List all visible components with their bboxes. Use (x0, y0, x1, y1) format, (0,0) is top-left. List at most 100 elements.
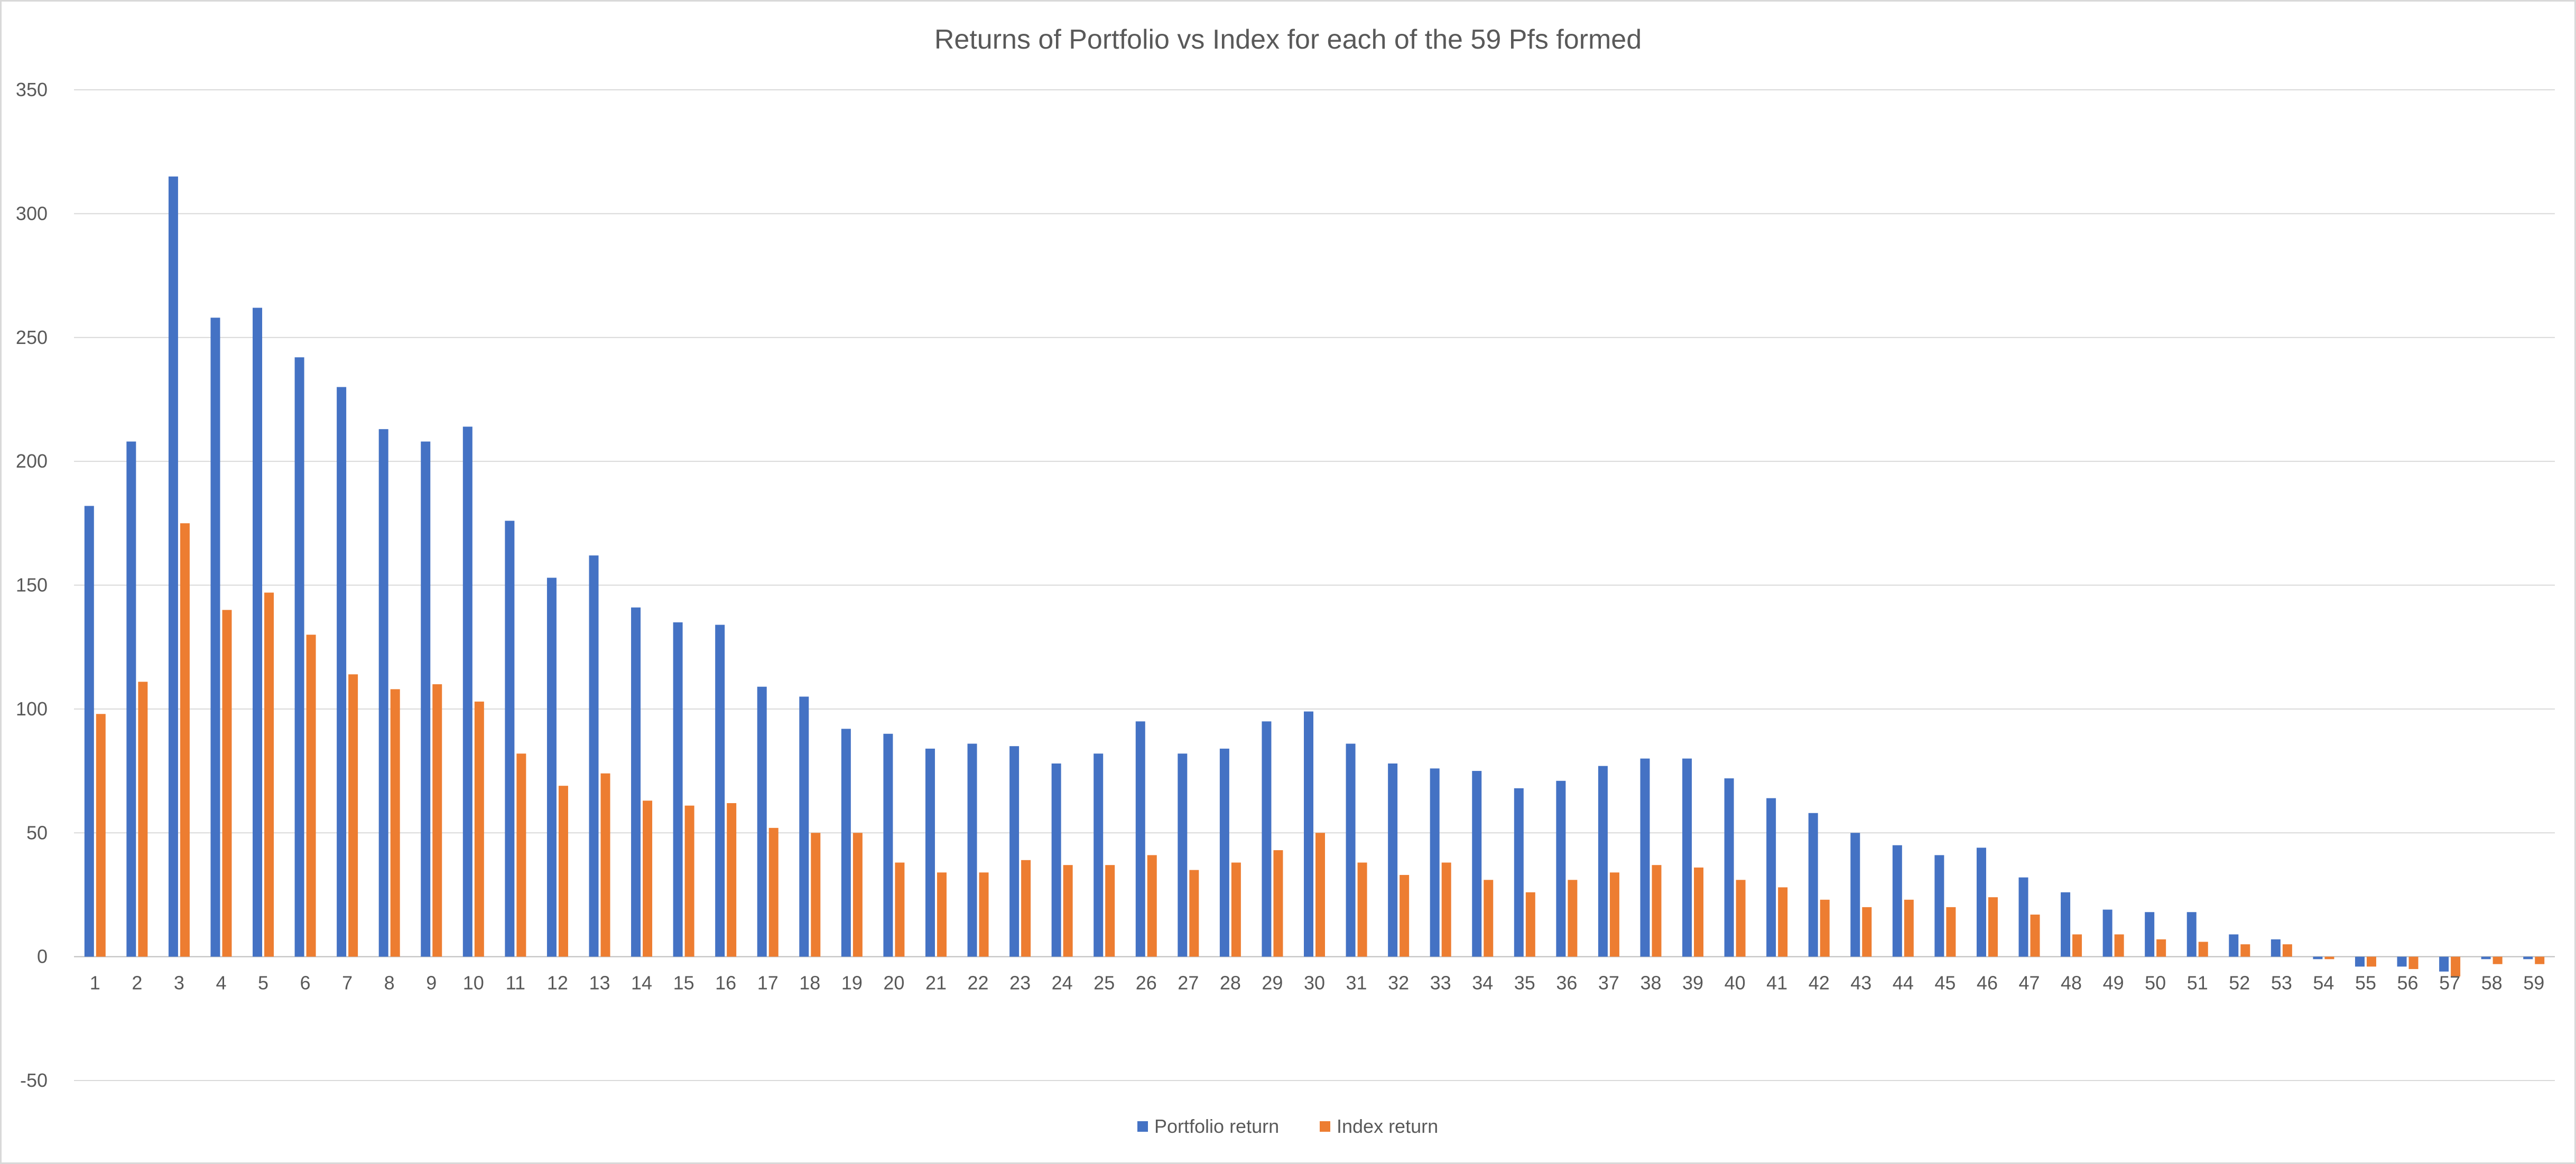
index-return-bar (1525, 892, 1535, 957)
index-return-bar (264, 592, 274, 957)
x-tick-label: 10 (463, 972, 484, 994)
x-tick-label: 45 (1934, 972, 1956, 994)
portfolio-return-bar (337, 387, 347, 957)
x-tick-label: 11 (506, 972, 525, 994)
x-tick-label: 43 (1850, 972, 1871, 994)
legend-label: Index return (1337, 1115, 1438, 1137)
x-tick-label: 8 (384, 972, 395, 994)
x-tick-label: 3 (174, 972, 184, 994)
x-tick-label: 12 (547, 972, 568, 994)
index-return-bar (2282, 944, 2292, 957)
portfolio-return-bar (1009, 746, 1020, 957)
x-tick-label: 7 (342, 972, 353, 994)
portfolio-return-bar (294, 357, 304, 957)
x-tick-label: 17 (757, 972, 779, 994)
portfolio-return-bar (2355, 956, 2365, 967)
x-tick-label: 2 (132, 972, 142, 994)
index-return-bar (2030, 914, 2040, 957)
portfolio-return-bar (2397, 956, 2407, 967)
index-return-bar (1315, 833, 1325, 957)
x-tick-label: 25 (1094, 972, 1115, 994)
index-return-bar (474, 701, 484, 957)
index-return-bar (768, 827, 779, 957)
portfolio-return-bar (757, 686, 767, 957)
index-return-bar (895, 862, 905, 957)
index-return-bar (1441, 862, 1451, 957)
portfolio-return-bar (421, 441, 431, 957)
portfolio-return-bar (1598, 766, 1608, 957)
y-tick-label: 150 (16, 574, 48, 596)
portfolio-return-bar (2018, 877, 2028, 957)
x-tick-label: 5 (258, 972, 268, 994)
portfolio-return-bar (1219, 748, 1229, 957)
index-return-bar (1609, 872, 1619, 957)
index-return-bar (1904, 899, 1914, 957)
x-tick-label: 32 (1388, 972, 1409, 994)
index-return-bar (1820, 899, 1830, 957)
portfolio-return-bar (1430, 768, 1440, 957)
legend-swatch (1137, 1121, 1148, 1132)
chart-title: Returns of Portfolio vs Index for each o… (934, 24, 1642, 55)
index-return-bar (1105, 865, 1115, 957)
index-return-bar (1736, 880, 1746, 957)
x-tick-label: 57 (2439, 972, 2460, 994)
index-return-bar (2408, 956, 2419, 970)
x-tick-label: 49 (2103, 972, 2124, 994)
index-return-bar (1273, 850, 1283, 957)
x-tick-label: 30 (1304, 972, 1325, 994)
x-tick-label: 42 (1809, 972, 1830, 994)
index-return-bar (684, 805, 694, 957)
portfolio-return-bar (1094, 753, 1104, 957)
portfolio-return-bar (546, 578, 557, 957)
x-tick-label: 56 (2397, 972, 2419, 994)
index-return-bar (2240, 944, 2250, 957)
legend-label: Portfolio return (1154, 1115, 1279, 1137)
x-tick-label: 33 (1430, 972, 1451, 994)
x-tick-label: 16 (715, 972, 736, 994)
y-tick-label: -50 (20, 1069, 48, 1091)
x-tick-label: 1 (90, 972, 100, 994)
x-tick-label: 21 (925, 972, 947, 994)
x-tick-label: 48 (2061, 972, 2082, 994)
portfolio-return-bar (715, 625, 725, 957)
portfolio-return-bar (2186, 912, 2197, 957)
x-tick-label: 24 (1052, 972, 1073, 994)
index-return-bar (1231, 862, 1241, 957)
x-tick-label: 15 (673, 972, 694, 994)
portfolio-return-bar (2271, 939, 2281, 957)
x-tick-label: 36 (1556, 972, 1577, 994)
x-tick-label: 9 (426, 972, 437, 994)
portfolio-return-bar (1346, 743, 1356, 957)
x-tick-label: 23 (1009, 972, 1031, 994)
x-tick-label: 35 (1514, 972, 1535, 994)
x-tick-label: 34 (1472, 972, 1493, 994)
portfolio-return-bar (2061, 892, 2071, 957)
portfolio-return-bar (1640, 758, 1650, 957)
portfolio-return-bar (1472, 771, 1482, 957)
index-return-bar (2198, 942, 2208, 957)
index-return-bar (432, 684, 442, 957)
portfolio-return-bar (1556, 780, 1566, 957)
index-return-bar (2114, 934, 2124, 957)
portfolio-return-bar (462, 426, 472, 957)
index-return-bar (1147, 855, 1157, 957)
index-return-bar (222, 610, 232, 957)
index-return-bar (979, 872, 989, 957)
portfolio-return-bar (253, 308, 263, 957)
portfolio-return-bar (1934, 855, 1944, 957)
portfolio-return-bar (631, 607, 641, 957)
portfolio-return-bar (2145, 912, 2155, 957)
portfolio-return-bar (505, 520, 515, 957)
portfolio-return-bar (1178, 753, 1188, 957)
portfolio-return-bar (1892, 845, 1902, 957)
portfolio-return-bar (2229, 934, 2239, 957)
x-tick-label: 14 (631, 972, 652, 994)
portfolio-return-bar (799, 696, 809, 957)
index-return-bar (306, 635, 316, 957)
y-tick-label: 200 (16, 450, 48, 472)
portfolio-return-bar (2439, 956, 2449, 972)
index-return-bar (1946, 907, 1956, 957)
portfolio-return-bar (1766, 798, 1776, 957)
index-return-bar (1778, 887, 1788, 957)
index-return-bar (2324, 956, 2334, 960)
